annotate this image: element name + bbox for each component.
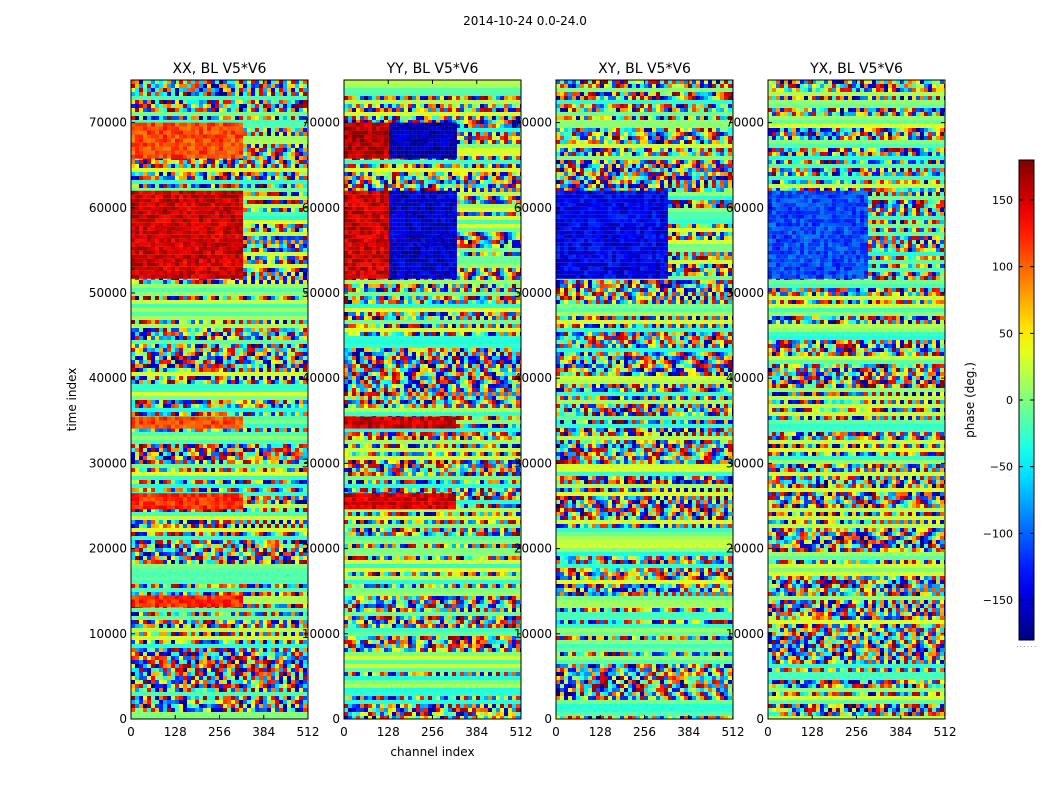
y-tick-label: 30000 bbox=[726, 456, 764, 470]
x-tick-label: 512 bbox=[510, 725, 533, 739]
y-tick-label: 70000 bbox=[514, 116, 552, 130]
colorbar-tick-label: 100 bbox=[992, 261, 1013, 274]
y-tick-label: 20000 bbox=[726, 542, 764, 556]
y-tick-label: 10000 bbox=[726, 627, 764, 641]
y-tick-label: 30000 bbox=[514, 456, 552, 470]
y-tick-label: 20000 bbox=[89, 542, 127, 556]
panel-title: YX, BL V5*V6 bbox=[809, 61, 903, 77]
x-tick-label: 256 bbox=[208, 725, 231, 739]
colorbar: −150 −100 −50 0 50 100 150 phase (deg.) bbox=[963, 159, 1035, 641]
y-tick-label: 60000 bbox=[726, 201, 764, 215]
y-tick-label: 70000 bbox=[89, 116, 127, 130]
x-axis-label: channel index bbox=[390, 745, 474, 759]
y-tick-label: 40000 bbox=[726, 371, 764, 385]
y-tick-label: 40000 bbox=[89, 371, 127, 385]
x-tick-label: 384 bbox=[252, 725, 275, 739]
x-tick-label: 256 bbox=[421, 725, 444, 739]
x-tick-label: 0 bbox=[552, 725, 560, 739]
y-tick-label: 50000 bbox=[89, 286, 127, 300]
heatmap-image bbox=[131, 80, 308, 719]
heatmap-panel-3: 0 128 256 384 512 0 10000 20000 30000 40000 50000 6… bbox=[514, 61, 745, 739]
y-tick-label: 70000 bbox=[726, 116, 764, 130]
colorbar-tick-label: 0 bbox=[1006, 394, 1013, 407]
panel-title: XY, BL V5*V6 bbox=[598, 61, 691, 77]
y-tick-label: 50000 bbox=[514, 286, 552, 300]
y-tick-label: 10000 bbox=[514, 627, 552, 641]
panel-title: XX, BL V5*V6 bbox=[173, 61, 267, 77]
y-axis-label: time index bbox=[65, 368, 79, 432]
y-tick-label: 60000 bbox=[514, 201, 552, 215]
x-tick-label: 0 bbox=[127, 725, 135, 739]
x-tick-label: 256 bbox=[845, 725, 868, 739]
y-tick-label: 0 bbox=[119, 712, 127, 726]
coherent-band bbox=[768, 190, 772, 195]
colorbar-extent-marker: ...... bbox=[1016, 640, 1037, 649]
y-tick-label: 50000 bbox=[302, 286, 340, 300]
y-tick-label: 0 bbox=[756, 712, 764, 726]
x-tick-label: 512 bbox=[297, 725, 320, 739]
y-tick-label: 30000 bbox=[302, 456, 340, 470]
x-tick-label: 128 bbox=[377, 725, 400, 739]
x-tick-label: 128 bbox=[589, 725, 612, 739]
y-tick-label: 0 bbox=[544, 712, 552, 726]
x-tick-label: 512 bbox=[934, 725, 957, 739]
panel-title: YY, BL V5*V6 bbox=[386, 61, 479, 77]
y-tick-label: 40000 bbox=[302, 371, 340, 385]
x-tick-label: 0 bbox=[764, 725, 772, 739]
colorbar-tick-label: 150 bbox=[992, 194, 1013, 207]
heatmap-panel-2: 0 128 256 384 512 0 10000 20000 30000 40000 50000 6… bbox=[302, 61, 533, 759]
x-tick-label: 384 bbox=[677, 725, 700, 739]
y-tick-label: 50000 bbox=[726, 286, 764, 300]
figure-title: 2014-10-24 0.0-24.0 bbox=[0, 14, 1050, 28]
colorbar-tick-label: −100 bbox=[983, 527, 1013, 540]
coherent-band bbox=[556, 190, 560, 195]
y-tick-label: 30000 bbox=[89, 456, 127, 470]
coherent-band bbox=[344, 190, 348, 195]
colorbar-tick-label: 50 bbox=[999, 327, 1013, 340]
y-tick-label: 20000 bbox=[514, 542, 552, 556]
y-tick-label: 0 bbox=[332, 712, 340, 726]
heatmap-image bbox=[768, 80, 945, 719]
y-tick-label: 20000 bbox=[302, 542, 340, 556]
y-tick-label: 60000 bbox=[302, 201, 340, 215]
y-tick-label: 10000 bbox=[302, 627, 340, 641]
x-tick-label: 512 bbox=[722, 725, 745, 739]
coherent-band bbox=[131, 190, 135, 195]
heatmap-image bbox=[556, 80, 733, 719]
heatmap-panel-1: 0 128 256 384 512 0 10000 20000 30000 40000 50000 6… bbox=[65, 61, 319, 739]
y-tick-label: 60000 bbox=[89, 201, 127, 215]
x-tick-label: 256 bbox=[633, 725, 656, 739]
colorbar-label: phase (deg.) bbox=[963, 362, 977, 438]
y-tick-label: 70000 bbox=[302, 116, 340, 130]
y-tick-label: 10000 bbox=[89, 627, 127, 641]
x-tick-label: 128 bbox=[164, 725, 187, 739]
heatmap-image bbox=[344, 80, 521, 719]
colorbar-tick-label: −150 bbox=[983, 594, 1013, 607]
x-tick-label: 0 bbox=[340, 725, 348, 739]
x-tick-label: 128 bbox=[801, 725, 824, 739]
x-tick-label: 384 bbox=[465, 725, 488, 739]
y-tick-label: 40000 bbox=[514, 371, 552, 385]
heatmap-panel-4: 0 128 256 384 512 0 10000 20000 30000 40000 50000 6… bbox=[726, 61, 957, 739]
x-tick-label: 384 bbox=[889, 725, 912, 739]
colorbar-tick-label: −50 bbox=[990, 461, 1013, 474]
